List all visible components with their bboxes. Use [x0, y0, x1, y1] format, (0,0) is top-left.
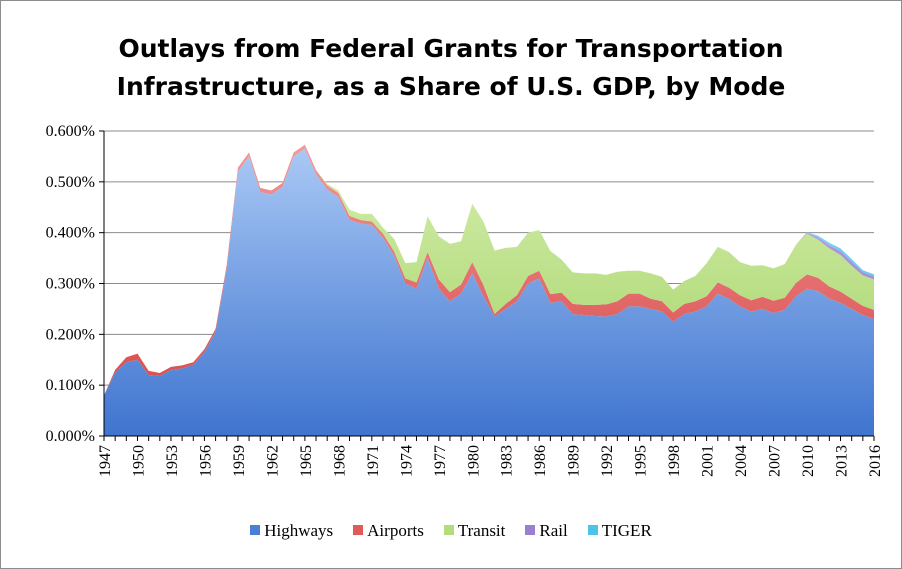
x-tick-label: 1986: [532, 445, 549, 477]
y-tick-label: 0.500%: [46, 174, 95, 191]
x-tick-label: 2010: [800, 445, 817, 477]
legend-label: Highways: [264, 521, 334, 540]
x-tick-label: 2016: [867, 445, 884, 477]
legend-item-airports: Airports: [353, 521, 424, 541]
x-tick-label: 1962: [264, 445, 281, 477]
x-tick-label: 1959: [231, 445, 248, 477]
series-areas: [104, 144, 874, 437]
x-tick-label: 1974: [398, 445, 415, 477]
chart-title-line-1: Outlays from Federal Grants for Transpor…: [118, 34, 784, 63]
legend-item-tiger: TIGER: [587, 521, 652, 541]
x-tick-label: 2007: [767, 445, 784, 477]
chart-title: Outlays from Federal Grants for Transpor…: [0, 30, 902, 106]
legend-item-rail: Rail: [525, 521, 568, 541]
x-tick-label: 1983: [499, 445, 516, 477]
legend-item-highways: Highways: [250, 521, 333, 541]
x-tick-label: 1953: [164, 445, 181, 477]
legend-swatch: [443, 525, 454, 535]
legend-swatch: [587, 525, 598, 535]
legend-label: Rail: [539, 521, 568, 540]
legend-swatch: [525, 525, 536, 535]
y-tick-label: 0.200%: [46, 326, 95, 343]
area-transit: [104, 144, 874, 396]
y-tick-label: 0.300%: [46, 276, 95, 293]
x-tick-label: 1950: [130, 445, 147, 477]
x-tick-label: 1992: [599, 445, 616, 477]
legend: Highways Airports Transit Rail TIGER: [0, 521, 902, 541]
legend-label: TIGER: [601, 521, 652, 540]
x-tick-label: 1998: [666, 445, 683, 477]
x-tick-label: 1968: [331, 445, 348, 477]
y-tick-label: 0.100%: [46, 377, 95, 394]
legend-label: Airports: [367, 521, 424, 540]
y-axis-ticks: 0.000% 0.100% 0.200% 0.300% 0.400% 0.500% 0.60…: [46, 123, 104, 445]
y-tick-label: 0.600%: [46, 123, 95, 140]
x-tick-label: 1989: [566, 445, 583, 477]
legend-item-transit: Transit: [443, 521, 506, 541]
x-tick-label: 1980: [465, 445, 482, 477]
x-tick-label: 1995: [633, 445, 650, 477]
x-tick-label: 2001: [700, 445, 717, 477]
legend-swatch: [353, 525, 364, 535]
x-tick-label: 2004: [733, 445, 750, 477]
x-tick-label: 1956: [197, 445, 214, 477]
legend-swatch: [250, 525, 261, 535]
y-tick-label: 0.000%: [46, 428, 95, 445]
area-highways: [104, 148, 874, 437]
x-tick-label: 1965: [298, 445, 315, 477]
x-tick-label: 2013: [834, 445, 851, 477]
y-tick-label: 0.400%: [46, 225, 95, 242]
chart-title-line-2: Infrastructure, as a Share of U.S. GDP, …: [116, 72, 786, 101]
x-tick-label: 1947: [97, 445, 114, 477]
legend-label: Transit: [457, 521, 506, 540]
x-axis-ticks: 1947 1950 1953 1956 1959 1962 1965 1968 1971 1974…: [97, 436, 884, 477]
x-tick-label: 1977: [432, 445, 449, 477]
x-tick-label: 1971: [365, 445, 382, 477]
